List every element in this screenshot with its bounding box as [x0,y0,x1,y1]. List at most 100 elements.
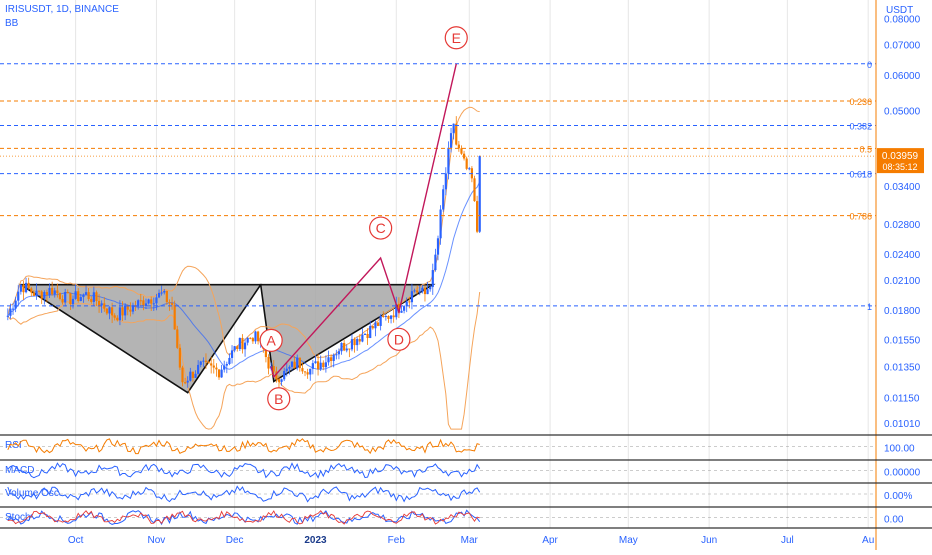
candle-body [113,315,116,318]
candle-body [460,148,463,154]
pane-signal-line [7,510,480,525]
candle-body [170,303,174,305]
price-axis-currency: USDT [886,5,913,16]
candle-body [246,337,249,343]
candle-body [324,362,327,368]
candle-body [306,372,309,375]
candle-body [139,300,142,302]
candle-body [157,292,161,298]
candle-countdown: 08:35:12 [882,162,917,172]
pattern-point-circle-e [444,26,468,50]
candle-body [69,293,72,305]
candle-body [22,284,25,293]
fib-level-label: 0.382 [849,122,872,132]
indicator-label-bb[interactable]: BB [5,18,19,29]
candle-body [90,298,93,302]
candle-body [233,346,236,351]
price-tick-label: 0.05000 [884,106,921,117]
last-price-tag [877,148,924,174]
candle-body [19,284,22,292]
candle-body [444,173,447,190]
candle-body [137,300,140,307]
candle-body [369,326,372,339]
candle-body [66,291,69,294]
candle-body [374,322,377,329]
candle-body [186,380,189,383]
pane-axis-label: 100.00 [884,444,915,455]
pane-series-line [7,462,481,479]
candle-body [436,238,440,255]
candle-body [442,189,445,210]
candle-body [92,292,95,302]
candle-body [439,209,442,239]
candle-body [173,304,176,330]
candle-body [197,364,200,374]
candle-body [384,316,387,318]
candle-body [241,337,244,350]
candle-body [468,168,471,170]
candle-body [43,292,46,299]
candle-body [176,329,179,348]
price-tick-label: 0.03400 [884,182,921,193]
candle-body [408,301,411,303]
candle-body [423,287,427,295]
candle-body [105,308,108,314]
candle-body [389,315,393,319]
candle-body [27,282,30,289]
candle-body [431,270,434,288]
candle-body [79,297,82,301]
candle-body [311,363,314,369]
candle-body [168,302,171,304]
candle-body [223,365,226,370]
price-tick-label: 0.01350 [884,362,921,373]
candle-body [202,360,205,362]
symbol-title[interactable]: IRISUSDT, 1D, BINANCE [5,4,119,15]
candle-body [296,357,299,369]
candle-body [14,300,17,309]
price-tick-label: 0.08000 [884,15,921,26]
candle-body [74,291,77,299]
price-tick-label: 0.01550 [884,335,921,346]
candle-body [366,333,369,339]
candle-body [343,342,346,351]
candle-body [165,290,168,303]
candle-body [267,357,270,369]
candle-body [254,331,257,342]
candle-body [45,292,49,295]
candle-body [285,368,288,371]
candle-body [473,178,476,202]
candle-body [61,299,64,303]
candle-body [121,307,124,316]
candle-body [228,357,231,364]
pattern-point-label-c: C [376,220,386,236]
candle-body [251,338,254,342]
candle-body [243,342,247,350]
candle-body [210,363,213,366]
time-tick-label: May [619,535,638,546]
pane-axis-label: 0.00000 [884,468,921,479]
candle-body [97,300,101,306]
time-tick-label: Nov [148,535,166,546]
candle-body [111,307,114,316]
candle-body [150,299,153,304]
pattern-point-circle-d [387,327,411,351]
candle-body [71,298,75,305]
candle-body [147,299,150,304]
pane-title-volume-osc: Volume Osc [5,488,59,499]
candle-body [340,342,343,352]
pane-axis-label: 0.00% [884,491,912,502]
candle-body [64,291,67,303]
candle-body [58,293,62,300]
candle-body [77,291,80,301]
candle-body [204,360,208,362]
candle-body [457,144,460,149]
candle-body [152,303,155,305]
candle-body [363,333,367,335]
candle-body [447,147,450,174]
candle-body [116,317,119,321]
candle-body [379,315,382,326]
candle-body [358,339,361,342]
price-tick-label: 0.02100 [884,276,921,287]
fib-level-label: 0.5 [859,144,872,154]
